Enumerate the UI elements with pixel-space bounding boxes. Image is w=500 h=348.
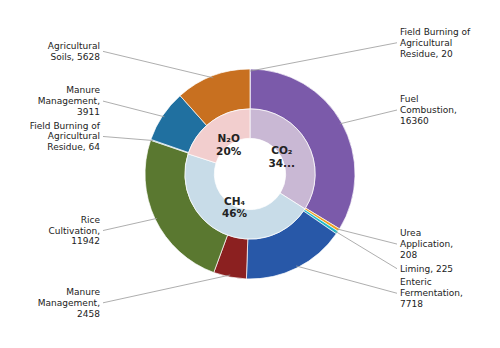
label-line: Urea bbox=[400, 228, 421, 238]
label-line: Combustion, bbox=[400, 105, 457, 115]
leader-line bbox=[337, 229, 397, 244]
label-line: N₂O bbox=[218, 132, 240, 144]
label-line: Cultivation, bbox=[49, 226, 100, 236]
leader-line bbox=[296, 266, 397, 293]
wedges bbox=[145, 69, 355, 279]
data-label: AgriculturalSoils, 5628 bbox=[48, 41, 100, 62]
chart: Field Burning ofAgriculturalResidue, 20F… bbox=[0, 0, 500, 348]
background bbox=[0, 0, 500, 348]
label-line: Manure bbox=[66, 287, 100, 297]
label-line: Field Burning of bbox=[30, 121, 101, 131]
label-line: 34... bbox=[269, 157, 296, 169]
leader-line bbox=[103, 51, 213, 77]
label-line: Enteric bbox=[400, 277, 432, 287]
label-line: 20% bbox=[216, 145, 242, 157]
label-line: Liming, 225 bbox=[400, 264, 453, 274]
label-line: Soils, 5628 bbox=[50, 52, 100, 62]
label-line: Agricultural bbox=[400, 38, 452, 48]
wedge bbox=[250, 109, 315, 209]
label-line: Application, bbox=[400, 239, 453, 249]
leader-line bbox=[103, 136, 153, 140]
leader-line bbox=[103, 101, 164, 117]
label-line: CH₄ bbox=[224, 195, 245, 207]
label-line: Manure bbox=[66, 85, 100, 95]
label-line: Residue, 20 bbox=[400, 49, 453, 59]
leader-line bbox=[103, 218, 157, 230]
leader-line bbox=[335, 231, 397, 268]
data-label: EntericFermentation,7718 bbox=[400, 277, 463, 309]
inner-label: N₂O20% bbox=[216, 132, 242, 157]
leader-line bbox=[103, 275, 230, 303]
data-label: ManureManagement,3911 bbox=[38, 85, 101, 117]
label-line: 3911 bbox=[77, 107, 100, 117]
label-line: 11942 bbox=[71, 236, 100, 246]
leader-line bbox=[250, 43, 397, 71]
label-line: 46% bbox=[222, 207, 248, 219]
leader-line bbox=[340, 110, 397, 124]
label-line: 7718 bbox=[400, 299, 423, 309]
label-line: Management, bbox=[38, 298, 100, 308]
wedge bbox=[185, 154, 305, 239]
label-line: Fermentation, bbox=[400, 288, 463, 298]
label-line: Management, bbox=[38, 96, 100, 106]
inner-label: CH₄46% bbox=[222, 195, 248, 220]
labels: Field Burning ofAgriculturalResidue, 20F… bbox=[30, 27, 471, 319]
label-line: CO₂ bbox=[271, 144, 293, 156]
data-label: ManureManagement,2458 bbox=[38, 287, 101, 319]
label-line: 208 bbox=[400, 250, 417, 260]
data-label: RiceCultivation,11942 bbox=[49, 215, 101, 247]
page: {"chart_data": {"type": "donut", "data_l… bbox=[0, 0, 500, 348]
data-label: Field Burning ofAgriculturalResidue, 64 bbox=[30, 121, 101, 153]
wedge bbox=[250, 69, 355, 229]
label-line: Field Burning of bbox=[400, 27, 471, 37]
label-line: Rice bbox=[81, 215, 101, 225]
data-label: Field Burning ofAgriculturalResidue, 20 bbox=[400, 27, 471, 59]
label-line: Agricultural bbox=[48, 131, 100, 141]
data-label: FuelCombustion,16360 bbox=[400, 94, 457, 126]
label-line: Residue, 64 bbox=[47, 142, 100, 152]
inner-label: CO₂34... bbox=[269, 144, 296, 169]
wedge bbox=[188, 109, 250, 163]
data-label: UreaApplication,208 bbox=[400, 228, 453, 260]
data-label: Liming, 225 bbox=[400, 264, 453, 274]
label-line: Agricultural bbox=[48, 41, 100, 51]
label-line: 16360 bbox=[400, 116, 429, 126]
label-line: 2458 bbox=[77, 309, 100, 319]
label-line: Fuel bbox=[400, 94, 418, 104]
